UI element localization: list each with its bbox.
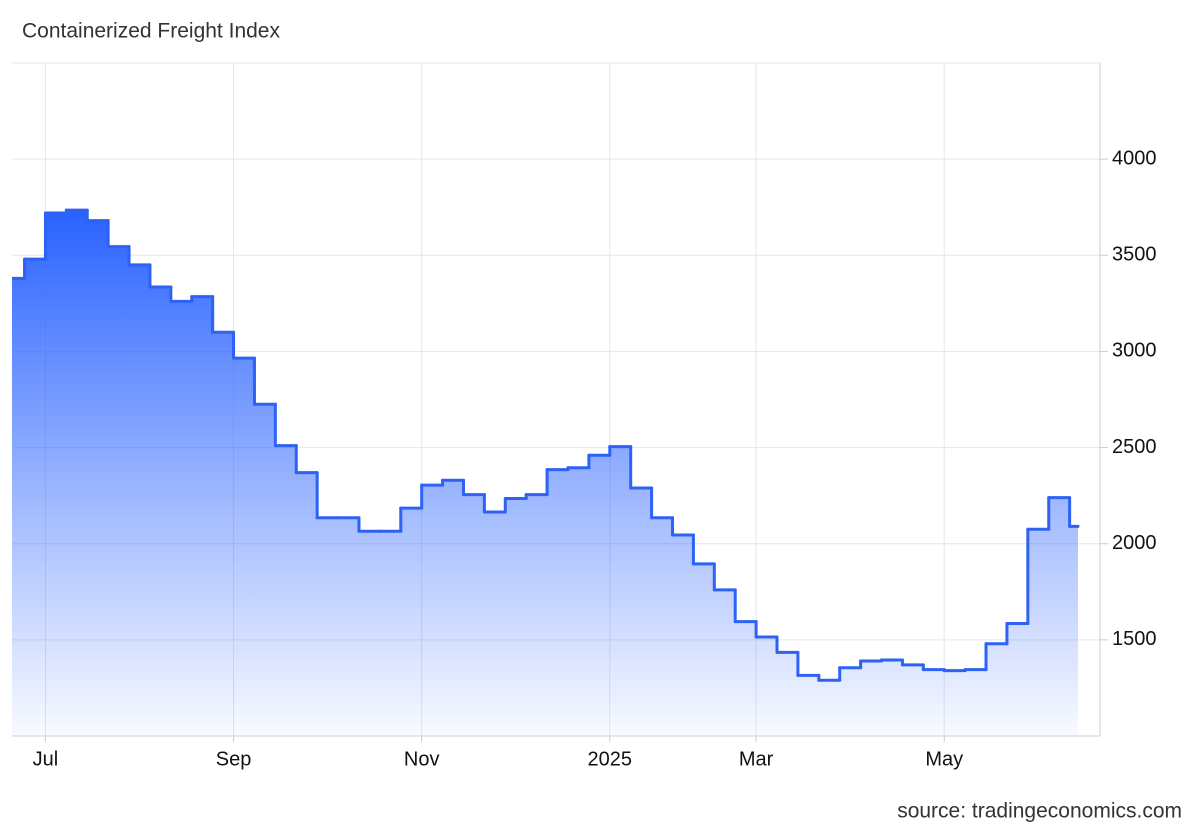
y-tick-label: 2000	[1112, 532, 1157, 554]
y-tick-label: 2500	[1112, 436, 1157, 458]
source-note: source: tradingeconomics.com	[897, 800, 1182, 823]
x-tick-label: May	[925, 748, 963, 770]
axes: 1500 2000 2500 3000 3500 4000 Jul Sep Nov 2025 Mar…	[12, 63, 1157, 770]
plot-area	[12, 208, 1080, 736]
x-tick-label: Sep	[216, 748, 252, 770]
x-tick-label: Jul	[33, 748, 59, 770]
chart-title: Containerized Freight Index	[22, 20, 280, 43]
x-tick-label: 2025	[588, 748, 633, 770]
x-tick-label: Mar	[739, 748, 774, 770]
y-tick-label: 3500	[1112, 244, 1157, 266]
y-tick-label: 3000	[1112, 340, 1157, 362]
y-tick-label: 4000	[1112, 147, 1157, 169]
x-tick-label: Nov	[404, 748, 440, 770]
area-fill	[12, 210, 1078, 736]
y-tick-label: 1500	[1112, 628, 1157, 650]
